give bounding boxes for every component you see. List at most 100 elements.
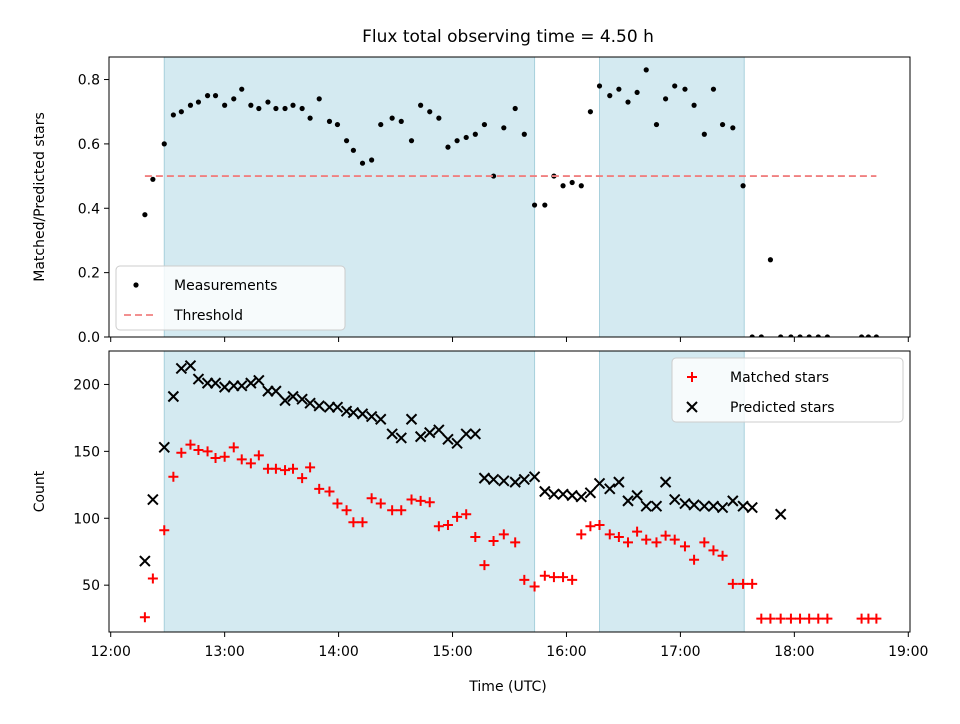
matched-stars-point [415, 495, 426, 506]
observing-interval-shade [599, 56, 745, 338]
measurement-point [778, 334, 784, 337]
matched-stars-point [795, 613, 806, 624]
x-tick-label: 15:00 [432, 644, 472, 660]
matched-stars-point [717, 550, 728, 561]
predicted-stars-point [158, 441, 170, 454]
predicted-stars-point [375, 413, 387, 425]
matched-stars-point [193, 445, 204, 456]
measurement-point [587, 109, 593, 115]
measurement-point [542, 202, 548, 208]
x-tick-label: 12:00 [91, 644, 131, 660]
predicted-stars-point [287, 390, 299, 403]
predicted-stars-point [631, 489, 643, 502]
measurement-point [334, 121, 341, 128]
measurement-point [427, 109, 433, 115]
x-tick-label: 17:00 [660, 644, 700, 660]
predicted-stars-point [184, 360, 197, 372]
matched-stars-point [185, 439, 196, 450]
predicted-stars-point [640, 500, 652, 512]
measurement-point [672, 83, 678, 89]
predicted-stars-point [698, 500, 711, 512]
predicted-stars-point [669, 493, 681, 506]
matched-stars-point [651, 537, 662, 548]
predicted-stars-point [557, 488, 569, 500]
matched-stars-point [406, 494, 417, 505]
legend-box [671, 357, 904, 423]
predicted-stars-point [774, 508, 787, 520]
measurement-point [824, 334, 830, 337]
matched-stars-point [479, 560, 490, 571]
measurement-point [730, 125, 736, 131]
predicted-stars-point [469, 428, 482, 440]
measurement-point [596, 83, 603, 89]
measurement-point [758, 334, 764, 337]
predicted-stars-point [433, 424, 445, 436]
predicted-stars-point [304, 397, 316, 409]
matched-stars-point [756, 613, 767, 624]
matched-stars-point [488, 536, 499, 547]
measurement-point [222, 102, 228, 108]
predicted-stars-point [716, 501, 729, 514]
measurement-point [178, 109, 184, 115]
measurement-point [691, 102, 697, 108]
predicted-stars-point [688, 499, 700, 511]
predicted-stars-point [478, 472, 491, 484]
x-tick-label: 19:00 [888, 644, 928, 660]
y-tick-label: 0.0 [78, 330, 100, 346]
matched-stars-point [727, 578, 738, 589]
matched-stars-point [613, 531, 624, 542]
matched-stars-point [387, 505, 398, 516]
predicted-stars-point [737, 500, 749, 512]
measurement-point [858, 334, 865, 337]
observing-interval-shade [163, 350, 536, 633]
predicted-stars-point [279, 394, 291, 407]
predicted-stars-point [746, 501, 758, 514]
predicted-stars-point [139, 555, 151, 567]
measurement-point [472, 131, 478, 137]
measurement-point [170, 112, 176, 118]
measurement-point [212, 93, 219, 99]
measurement-point [767, 257, 774, 263]
legend: Matched stars Predicted stars [671, 357, 904, 423]
measurement-point [445, 144, 451, 150]
plot-area [139, 360, 882, 624]
matched-stars-point [822, 613, 833, 624]
y-tick-label: 100 [73, 511, 100, 527]
measurement-point [481, 121, 488, 128]
matched-stars-point [594, 519, 605, 530]
matched-stars-point [699, 537, 710, 548]
matched-stars-point [176, 447, 187, 458]
measurement-point [418, 102, 424, 108]
matched-stars-point [139, 612, 150, 623]
predicted-stars-point [236, 380, 248, 392]
matched-stars-point [357, 517, 368, 528]
predicted-stars-point [167, 390, 180, 403]
y-tick-label: 0.4 [78, 201, 100, 217]
y-tick-label: 50 [82, 578, 100, 594]
matched-stars-point [305, 462, 316, 473]
matched-stars-point [632, 526, 643, 537]
legend: Measurements Threshold [115, 265, 346, 331]
matched-stars-point [679, 541, 690, 552]
measurement-point [187, 102, 194, 108]
matched-stars-point [585, 521, 596, 532]
matched-stars-point [470, 531, 481, 542]
top-panel: 0.0 0.2 0.4 0.6 0.8 Matched/Predicted stars Me… [32, 56, 911, 346]
measurement-point [490, 173, 497, 179]
measurement-point [204, 93, 211, 99]
measurement-point [607, 93, 613, 99]
measurement-point [454, 138, 460, 144]
matched-stars-point [804, 613, 815, 624]
x-tick-label: 18:00 [774, 644, 814, 660]
predicted-stars-point [593, 477, 606, 490]
predicted-stars-point [365, 410, 378, 423]
matched-stars-point [558, 572, 569, 583]
matched-stars-point [452, 511, 463, 522]
measurement-point [788, 334, 794, 337]
matched-stars-point [548, 572, 559, 583]
measurement-point [161, 141, 167, 147]
plot-area [142, 67, 879, 337]
matched-stars-point [168, 471, 179, 482]
measurement-point [662, 96, 669, 102]
measurement-point [307, 115, 313, 121]
